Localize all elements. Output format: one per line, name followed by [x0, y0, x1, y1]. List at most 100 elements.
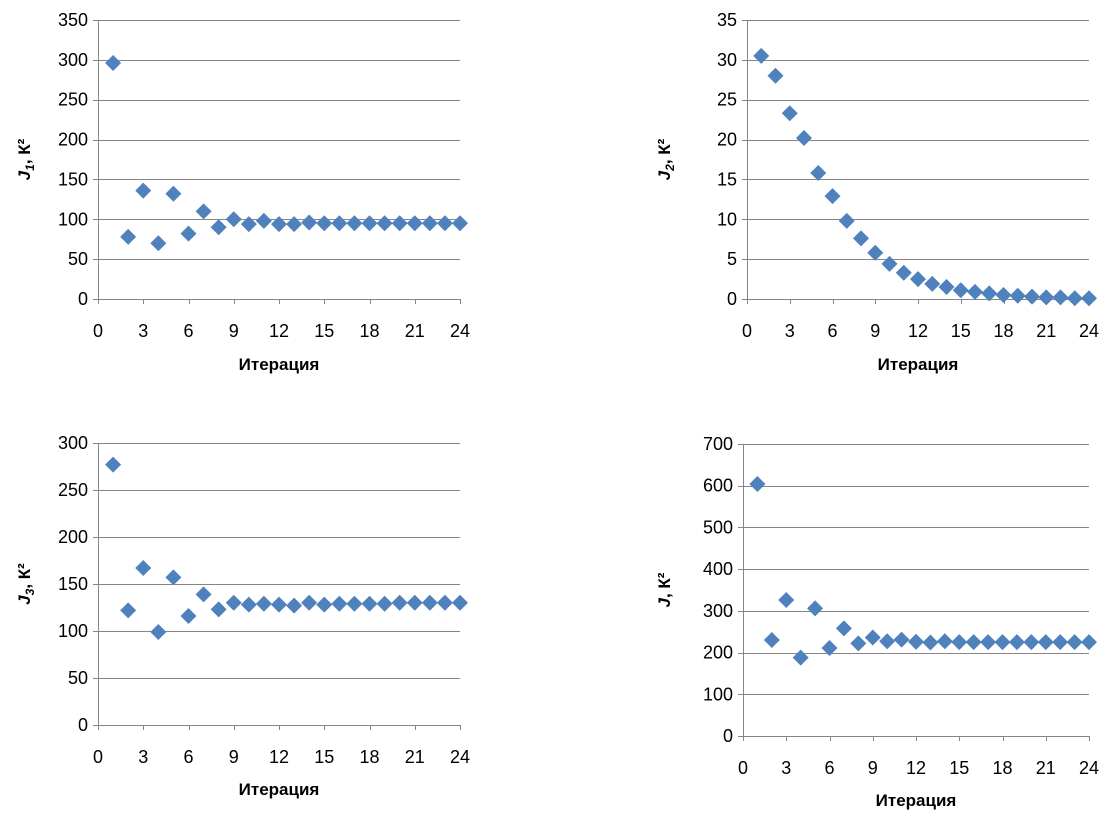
- data-point: [271, 596, 287, 613]
- y-tick-label: 0: [723, 726, 733, 746]
- y-tick-label: 700: [703, 434, 733, 454]
- data-point: [951, 634, 968, 651]
- data-point: [316, 596, 333, 613]
- x-tick-label: 12: [269, 321, 289, 341]
- data-point: [749, 476, 766, 493]
- y-tick-label: 600: [703, 476, 733, 496]
- y-tick-label: 15: [717, 169, 737, 189]
- x-tick-label: 6: [183, 747, 193, 767]
- x-tick-label: 6: [827, 321, 837, 341]
- x-tick-label: 18: [359, 747, 379, 767]
- data-point: [135, 560, 152, 577]
- y-axis-title-unit: , К²: [655, 138, 674, 164]
- x-tick-label: 24: [450, 747, 470, 767]
- gridlines: [98, 20, 460, 260]
- chart-4: 0 100 200 300 400 500 600 700 0 3 6 9 12 15 18 21 24 Итер…: [655, 434, 1099, 810]
- data-point: [952, 282, 969, 299]
- data-point: [908, 633, 924, 650]
- x-tick-label: 18: [993, 321, 1013, 341]
- y-tick-label: 300: [58, 433, 88, 453]
- data-point: [421, 215, 438, 232]
- data-point: [980, 634, 997, 651]
- x-tick-label: 6: [824, 758, 834, 778]
- data-point: [255, 595, 272, 612]
- data-point: [286, 216, 303, 233]
- data-point: [1008, 634, 1025, 651]
- x-tick-label: 3: [785, 321, 795, 341]
- x-tick-label: 15: [314, 321, 334, 341]
- data-point: [967, 283, 983, 300]
- data-point: [778, 592, 795, 609]
- x-tick-label: 0: [93, 321, 103, 341]
- x-tick-label: 21: [1036, 321, 1056, 341]
- data-point: [150, 235, 167, 252]
- x-tick-label: 21: [405, 321, 425, 341]
- data-point: [105, 456, 122, 473]
- data-point: [210, 601, 227, 618]
- y-tick-label: 150: [58, 574, 88, 594]
- data-point: [225, 594, 242, 611]
- x-tick-label: 24: [1079, 321, 1099, 341]
- x-tick-label: 6: [183, 321, 193, 341]
- data-point: [1066, 290, 1083, 307]
- y-tick-label: 35: [717, 10, 737, 30]
- x-tick-label: 24: [450, 321, 470, 341]
- data-point: [1023, 634, 1040, 651]
- data-point: [195, 586, 212, 603]
- data-point: [165, 185, 182, 202]
- data-point: [135, 182, 152, 199]
- y-tick-label: 100: [58, 621, 88, 641]
- data-point: [240, 216, 257, 233]
- data-point: [105, 55, 122, 72]
- data-point: [376, 215, 393, 232]
- data-point: [1052, 289, 1069, 306]
- series-points: [753, 47, 1097, 307]
- y-tick-label: 0: [78, 715, 88, 735]
- y-axis-title-symbol: J: [655, 170, 674, 180]
- data-point: [331, 215, 348, 232]
- data-point: [210, 219, 227, 236]
- y-tick-label: 100: [58, 209, 88, 229]
- data-point: [316, 215, 333, 232]
- data-point: [376, 595, 393, 612]
- data-point: [240, 596, 257, 613]
- data-point: [1009, 287, 1026, 304]
- y-axis-title-unit: , К²: [15, 138, 34, 164]
- x-tick-label: 9: [229, 321, 239, 341]
- data-point: [995, 287, 1012, 304]
- y-axis-title-symbol: J: [15, 595, 34, 605]
- data-point: [255, 212, 272, 229]
- y-tick-label: 150: [58, 169, 88, 189]
- y-tick-label: 500: [703, 517, 733, 537]
- data-point: [936, 633, 953, 650]
- data-point: [864, 629, 881, 646]
- data-point: [1038, 289, 1055, 306]
- data-point: [763, 632, 780, 649]
- y-tick-label: 0: [727, 289, 737, 309]
- x-tick-label: 3: [138, 747, 148, 767]
- data-point: [406, 215, 423, 232]
- y-axis-title-symbol: J: [15, 170, 34, 180]
- x-tick-label: 9: [868, 758, 878, 778]
- data-point: [767, 67, 784, 84]
- data-point: [195, 203, 212, 220]
- y-tick-label: 250: [58, 90, 88, 110]
- data-point: [910, 271, 926, 288]
- data-point: [824, 188, 841, 205]
- y-tick-label: 25: [717, 90, 737, 110]
- y-axis-title-subscript: 3: [23, 588, 37, 595]
- y-axis-title: J2, К²: [655, 138, 677, 180]
- x-tick-label: 0: [738, 758, 748, 778]
- y-axis-title-subscript: 2: [663, 164, 677, 172]
- x-tick-label: 0: [742, 321, 752, 341]
- x-tick-label: 3: [138, 321, 148, 341]
- data-point: [879, 633, 896, 650]
- x-tick-label: 21: [1036, 758, 1056, 778]
- y-tick-label: 250: [58, 480, 88, 500]
- x-tick-label: 3: [781, 758, 791, 778]
- data-point: [165, 569, 182, 586]
- data-point: [391, 594, 408, 611]
- x-tick-label: 9: [870, 321, 880, 341]
- y-tick-label: 30: [717, 50, 737, 70]
- y-axis-title: J1, К²: [15, 138, 37, 180]
